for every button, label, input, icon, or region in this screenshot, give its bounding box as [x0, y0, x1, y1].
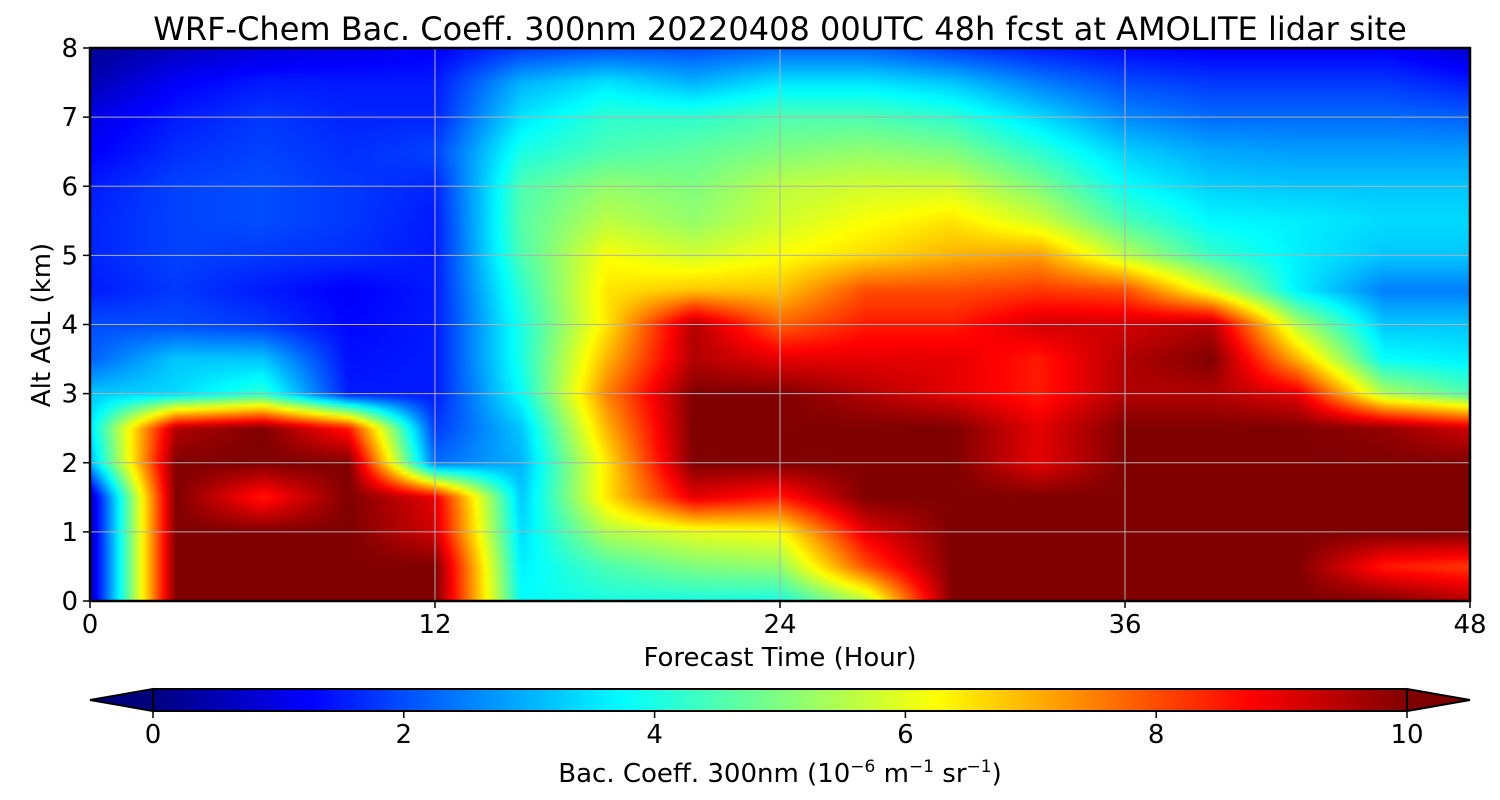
- y-tick-label: 7: [61, 103, 78, 133]
- x-tick-label: 24: [763, 610, 796, 640]
- colorbar-ticks: 0 2 4 6 8 10: [145, 711, 1424, 750]
- colorbar-label: Bac. Coeff. 300nm (10−6 m−1 sr−1): [558, 757, 1001, 789]
- y-tick-label: 4: [61, 311, 78, 341]
- y-tick-label: 2: [61, 449, 78, 479]
- x-tick-label: 36: [1108, 610, 1141, 640]
- colorbar-ramp: [152, 688, 1408, 712]
- colorbar-tick-label: 6: [897, 720, 914, 750]
- y-tick-label: 1: [61, 518, 78, 548]
- x-axis-label: Forecast Time (Hour): [643, 643, 916, 673]
- y-axis-label: Alt AGL (km): [27, 243, 57, 407]
- x-axis-ticks: 0 12 24 36 48: [82, 601, 1487, 640]
- y-axis-ticks: 0 1 2 3 4 5 6 7 8: [61, 34, 90, 617]
- colorbar-tick-label: 8: [1148, 720, 1165, 750]
- plot-area: [88, 46, 1472, 603]
- x-tick-label: 0: [82, 610, 99, 640]
- y-tick-label: 5: [61, 241, 78, 271]
- colorbar-tick-label: 0: [145, 720, 162, 750]
- colorbar-tick-label: 2: [396, 720, 413, 750]
- y-tick-label: 0: [61, 587, 78, 617]
- y-tick-label: 8: [61, 34, 78, 64]
- x-tick-label: 12: [418, 610, 451, 640]
- colorbar-tick-label: 4: [646, 720, 663, 750]
- colorbar-extend-min: [89, 687, 154, 713]
- colorbar-tick-label: 10: [1390, 720, 1423, 750]
- y-tick-label: 6: [61, 172, 78, 202]
- x-tick-label: 48: [1453, 610, 1486, 640]
- colorbar: 0 2 4 6 8 10 Bac. Coeff. 300nm (10−6 m−1 sr−1…: [89, 687, 1471, 789]
- y-tick-label: 3: [61, 380, 78, 410]
- chart-title: WRF-Chem Bac. Coeff. 300nm 20220408 00UT…: [153, 10, 1407, 48]
- colorbar-extend-max: [1406, 687, 1471, 713]
